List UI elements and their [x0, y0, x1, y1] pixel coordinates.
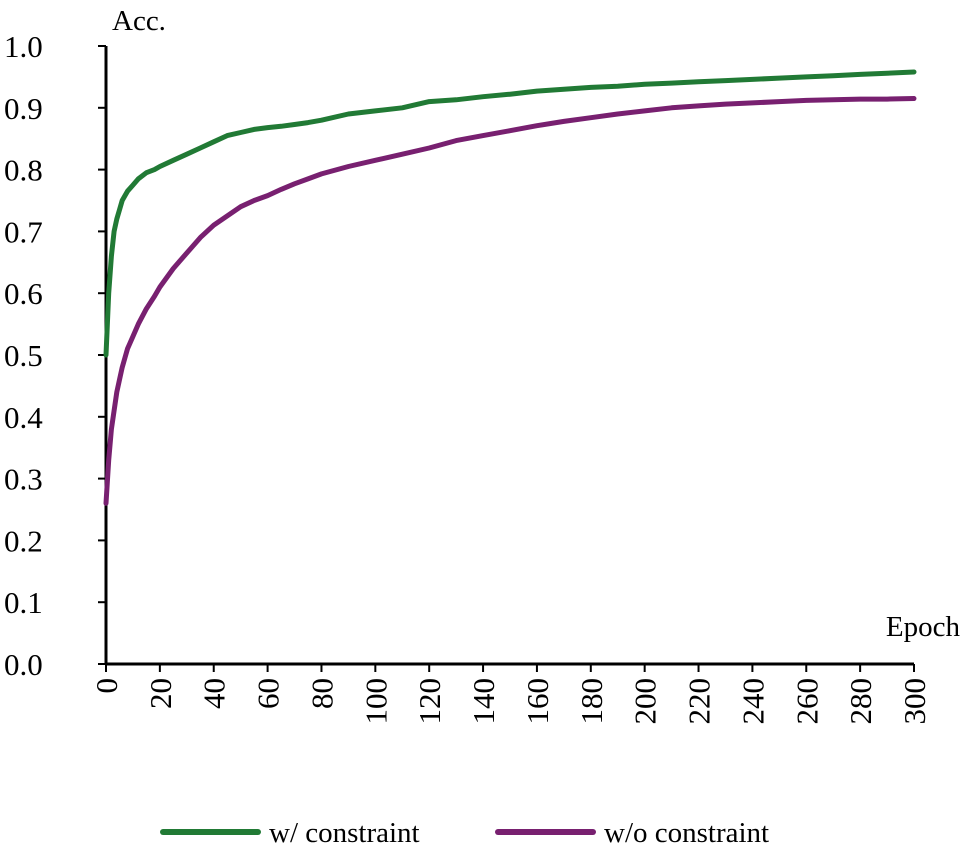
- series-layer: [103, 69, 917, 506]
- legend: w/ constraint w/o constraint: [160, 817, 769, 849]
- y-tick-label: 0.9: [4, 91, 43, 126]
- series-line-1: [103, 96, 917, 506]
- x-tick-label: 40: [197, 678, 232, 709]
- x-tick-label: 260: [789, 678, 824, 725]
- legend-label: w/o constraint: [604, 817, 769, 849]
- y-tick-label: 0.7: [4, 214, 43, 249]
- x-tick-label: 0: [89, 678, 124, 694]
- series-line-0: [103, 69, 917, 358]
- x-tick-label: 100: [358, 678, 393, 725]
- y-tick-label: 0.2: [4, 523, 43, 558]
- x-tick-label: 200: [628, 678, 663, 725]
- x-tick-label: 160: [520, 678, 555, 725]
- y-axis-ticks: 0.0 0.1 0.2 0.3 0.4 0.5 0.6 0.7 0.8 0.9 1.0: [4, 29, 106, 682]
- x-axis-title: Epoch: [886, 611, 961, 643]
- y-tick-label: 0.3: [4, 462, 43, 497]
- legend-label: w/ constraint: [269, 817, 420, 849]
- x-tick-label: 180: [574, 678, 609, 725]
- x-tick-label: 140: [466, 678, 501, 725]
- y-tick-label: 1.0: [4, 29, 43, 64]
- x-tick-label: 80: [304, 678, 339, 709]
- x-tick-label: 60: [251, 678, 286, 709]
- axes: [104, 46, 914, 666]
- y-tick-label: 0.1: [4, 585, 43, 620]
- x-tick-label: 280: [843, 678, 878, 725]
- y-tick-label: 0.4: [4, 400, 43, 435]
- x-tick-label: 300: [897, 678, 932, 725]
- y-axis-title: Acc.: [112, 5, 166, 37]
- y-tick-label: 0.8: [4, 153, 43, 188]
- x-tick-label: 120: [412, 678, 447, 725]
- x-axis-ticks: 0 20 40 60 80 100 120 140 160 180 200 220 240 260 280 3…: [89, 664, 932, 725]
- y-tick-label: 0.6: [4, 276, 43, 311]
- x-tick-label: 220: [682, 678, 717, 725]
- x-tick-label: 20: [143, 678, 178, 709]
- y-tick-label: 0.5: [4, 338, 43, 373]
- y-tick-label: 0.0: [4, 647, 43, 682]
- x-tick-label: 240: [735, 678, 770, 725]
